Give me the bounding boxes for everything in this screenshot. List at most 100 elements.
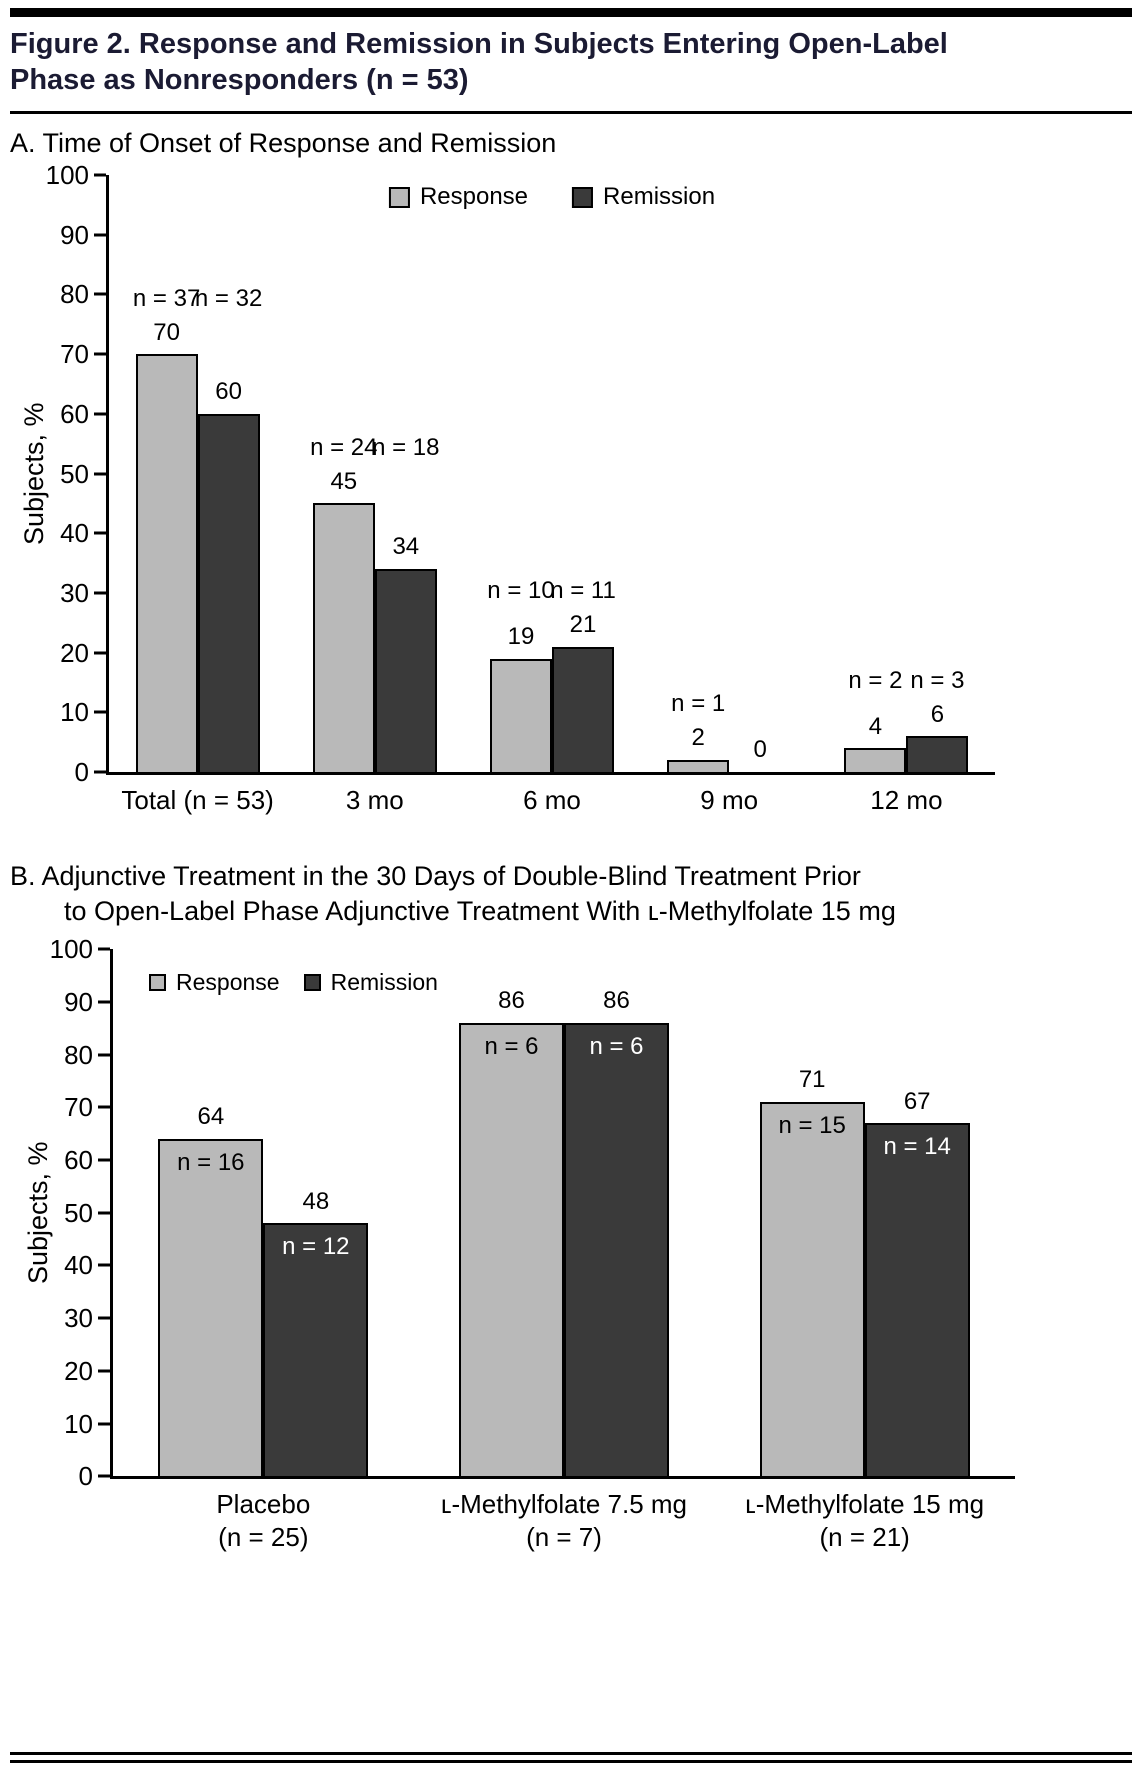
y-tick-mark <box>94 651 106 655</box>
top-rule <box>10 8 1132 17</box>
y-tick-mark <box>98 1105 110 1109</box>
n-label: n = 12 <box>282 1233 350 1261</box>
y-tick-label: 50 <box>64 1197 93 1228</box>
category-label-line: (n = 7) <box>526 1521 602 1552</box>
y-tick-label: 80 <box>64 1039 93 1070</box>
y-tick-mark <box>94 173 106 177</box>
response-bar <box>844 748 907 772</box>
bar-pair: 64 n = 16 48 n = 12 <box>113 949 414 1477</box>
figure-title: Figure 2. Response and Remission in Subj… <box>10 27 1132 99</box>
n-label: n = 1 <box>671 690 726 718</box>
y-tick-label: 10 <box>64 1408 93 1439</box>
y-tick-mark <box>94 292 106 296</box>
bar-pair: 71 n = 15 67 n = 14 <box>714 949 1015 1477</box>
category-label-line: 3 mo <box>345 785 404 815</box>
bar-group: 86 n = 6 86 n = 6 ʟ-Methylfolate 7.5 mg (n = … <box>414 949 715 1551</box>
chart-b-plot-area: Subjects, % Response Remission 64 n = 16 48… <box>23 936 1015 1552</box>
y-tick-mark <box>94 591 106 595</box>
value-label: 0 <box>753 736 767 764</box>
remission-bar-slot: 21 n = 11 <box>550 175 616 772</box>
y-tick-mark <box>94 710 106 714</box>
remission-bar <box>374 569 437 772</box>
category-label-line: 12 mo <box>870 785 943 815</box>
bottom-rule-1 <box>10 1752 1132 1755</box>
category-label: 3 mo <box>266 784 483 817</box>
n-label: n = 6 <box>484 1032 539 1060</box>
value-label: 2 <box>691 724 705 752</box>
n-label: n = 2 <box>848 666 903 694</box>
chart-a-y-axis-title: Subjects, % <box>19 402 49 545</box>
panel-a-heading: A. Time of Onset of Response and Remissi… <box>10 127 557 158</box>
y-tick-label: 40 <box>64 1250 93 1281</box>
bar-group: 4 n = 2 6 n = 3 12 mo <box>818 175 995 815</box>
response-bar-slot: 4 n = 2 <box>844 175 907 772</box>
bar-pair: 19 n = 10 21 n = 11 <box>463 175 640 772</box>
bar-pair: 4 n = 2 6 n = 3 <box>818 175 995 772</box>
value-label: 67 <box>903 1087 931 1115</box>
y-tick-mark <box>98 1053 110 1057</box>
y-tick-mark <box>98 1369 110 1373</box>
bar-group: 71 n = 15 67 n = 14 ʟ-Methylfolate 15 mg (n =… <box>714 949 1015 1551</box>
remission-bar-slot: 6 n = 3 <box>906 175 969 772</box>
category-label-line: ʟ-Methylfolate 15 mg <box>745 1489 985 1520</box>
remission-bar-slot: 67 n = 14 <box>864 949 970 1477</box>
panel-b-heading: B. Adjunctive Treatment in the 30 Days o… <box>10 859 1132 929</box>
value-label: 86 <box>603 987 630 1015</box>
legend-item-remission: Remission <box>572 183 715 211</box>
y-tick-label: 80 <box>60 279 89 310</box>
chart-a-plot-area: Subjects, % Response Remission 70 n = 37 60… <box>19 162 995 815</box>
response-bar <box>312 503 375 772</box>
bottom-double-rule <box>10 1752 1132 1763</box>
category-label: ʟ-Methylfolate 7.5 mg (n = 7) <box>394 1488 735 1553</box>
y-tick-label: 20 <box>64 1355 93 1386</box>
bar-group: 70 n = 37 60 n = 32 Total (n = 53) <box>109 175 286 815</box>
value-label: 4 <box>868 712 883 740</box>
bar-pair: 45 n = 24 34 n = 18 <box>286 175 463 772</box>
remission-bar <box>906 736 969 772</box>
legend-label-remission: Remission <box>330 969 438 996</box>
panel-b-heading-line-2: to Open-Label Phase Adjunctive Treatment… <box>64 896 896 927</box>
value-label: 19 <box>507 622 535 650</box>
legend-label-response: Response <box>419 183 529 210</box>
category-label-line: 6 mo <box>523 785 581 815</box>
value-label: 6 <box>930 700 945 728</box>
remission-bar-slot: 86 n = 6 <box>564 949 669 1477</box>
response-bar <box>759 1102 865 1477</box>
category-label: 6 mo <box>443 784 660 817</box>
n-label: n = 6 <box>589 1032 644 1060</box>
value-label: 21 <box>569 611 597 639</box>
remission-bar-slot: 0 <box>729 175 791 772</box>
y-tick-label: 20 <box>60 637 89 668</box>
n-label: n = 24 <box>310 433 378 461</box>
response-bar <box>158 1138 264 1477</box>
y-tick-mark <box>94 233 106 237</box>
response-bar <box>135 354 198 772</box>
category-label: 12 mo <box>798 784 1015 817</box>
y-tick-label: 60 <box>60 398 89 429</box>
y-tick-mark <box>98 1474 110 1478</box>
chart-b-legend: Response Remission <box>149 969 438 996</box>
legend-item-remission: Remission <box>303 969 438 996</box>
remission-bar <box>197 413 260 772</box>
value-label: 45 <box>330 467 358 495</box>
chart-b: Subjects, % Response Remission 64 n = 16 48… <box>10 936 1132 1552</box>
category-label-line: (n = 21) <box>819 1521 910 1552</box>
y-tick-label: 60 <box>64 1145 93 1175</box>
n-label: n = 37 <box>132 284 201 312</box>
category-label-line: 9 mo <box>700 785 759 815</box>
y-tick-label: 90 <box>60 219 89 250</box>
value-label: 48 <box>302 1187 330 1215</box>
value-label: 60 <box>215 378 242 406</box>
legend-item-response: Response <box>149 969 280 996</box>
response-bar-slot: 64 n = 16 <box>158 949 264 1477</box>
chart-b-y-axis-title: Subjects, % <box>23 1141 53 1284</box>
y-tick-label: 50 <box>60 458 89 489</box>
bar-group: 19 n = 10 21 n = 11 6 mo <box>463 175 640 815</box>
response-bar-slot: 71 n = 15 <box>759 949 865 1477</box>
remission-bar <box>263 1223 369 1477</box>
chart-a-bar-groups: 70 n = 37 60 n = 32 Total (n = 53) 45 n = 24 34… <box>109 175 995 815</box>
value-label: 64 <box>197 1103 225 1131</box>
legend-label-response: Response <box>176 969 280 996</box>
bar-pair: 2 n = 1 0 <box>641 175 818 772</box>
response-bar-slot: 86 n = 6 <box>459 949 564 1477</box>
